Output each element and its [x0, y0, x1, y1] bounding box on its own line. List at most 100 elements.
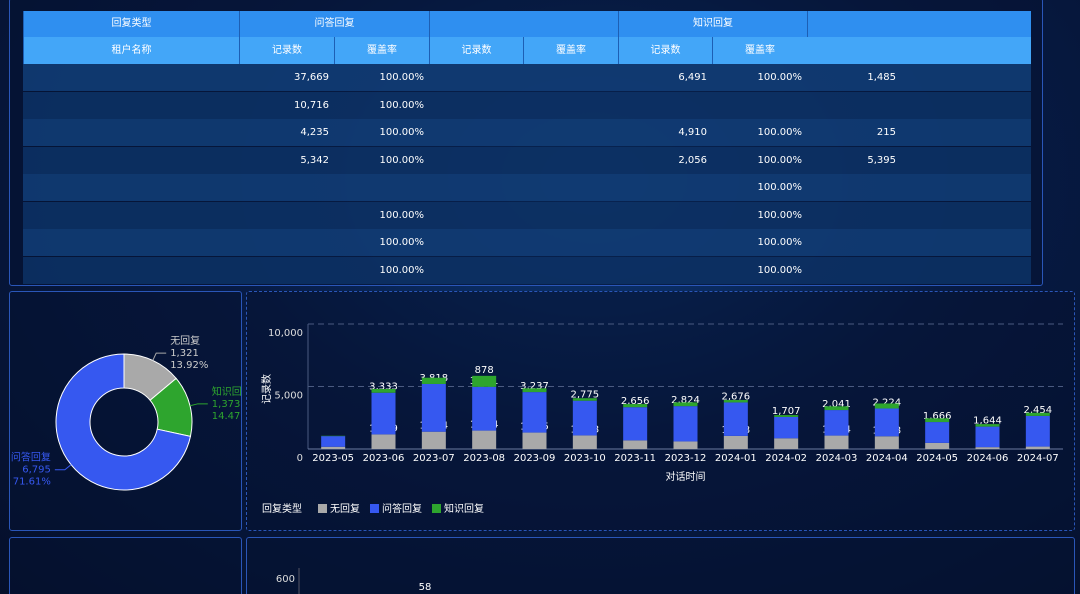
- data-label: 2,656: [621, 396, 650, 407]
- bar-segment: [975, 424, 1000, 427]
- bar-segment: [723, 402, 748, 436]
- bar-segment: [321, 446, 346, 449]
- slice-name: 无回复: [170, 334, 200, 347]
- x-tick-label: 2023-09: [514, 453, 556, 464]
- y-tick-label: 5,000: [274, 391, 303, 402]
- leader-line: [189, 403, 208, 407]
- bar-segment: [371, 388, 396, 393]
- x-tick-label: 2024-04: [866, 453, 908, 464]
- table-cell: 100.00%: [757, 72, 803, 83]
- bar-segment: [673, 406, 698, 442]
- donut-slice: [55, 353, 192, 491]
- bar-segment: [572, 435, 597, 449]
- table-cell: 5,342: [300, 154, 329, 166]
- bar-segment: [723, 399, 748, 403]
- data-label: 878: [475, 365, 494, 376]
- table-row: [23, 91, 1031, 119]
- bar-segment: [673, 402, 698, 407]
- x-tick-label: 2023-07: [413, 453, 455, 464]
- y-tick-label: 0: [297, 453, 303, 464]
- legend-label: 无回复: [330, 502, 360, 515]
- x-tick-label: 2023-06: [363, 453, 405, 464]
- bar-segment: [321, 436, 346, 447]
- slice-percent: 14.47%: [212, 411, 241, 422]
- data-label: 1,666: [923, 411, 952, 422]
- table-row: [23, 201, 1031, 229]
- bar-segment: [925, 418, 950, 423]
- x-tick-label: 2023-11: [614, 453, 656, 464]
- bar-chart: 05,00010,000记录数对话时间2023-051792023-061,16…: [260, 323, 1063, 515]
- x-tick-label: 2024-02: [765, 453, 807, 464]
- table-cell: 100.00%: [379, 154, 425, 166]
- bar-segment: [472, 375, 497, 387]
- bar-segment: [774, 438, 799, 449]
- bar-segment: [774, 415, 799, 417]
- table-cell: 37,669: [294, 72, 329, 83]
- bar-segment: [472, 430, 497, 449]
- slice-percent: 71.61%: [13, 477, 51, 488]
- table-row: [23, 119, 1031, 146]
- table-row: [23, 174, 1031, 201]
- x-tick-label: 2024-07: [1017, 453, 1059, 464]
- bar-segment: [975, 447, 1000, 449]
- table-cell: 100.00%: [379, 99, 425, 111]
- table-cell: 4,235: [300, 127, 329, 138]
- group-header: 知识回复: [618, 11, 807, 37]
- bar-segment: [421, 431, 446, 449]
- column-header: 租户名称: [23, 37, 239, 64]
- bar-segment: [1025, 415, 1050, 447]
- header-row: [23, 11, 1031, 37]
- slice-value: 1,321: [170, 348, 199, 359]
- data-label: 2,041: [822, 399, 851, 410]
- legend-swatch: [432, 504, 441, 513]
- data-label: 2,824: [671, 395, 700, 406]
- x-tick-label: 2023-08: [463, 453, 505, 464]
- table-cell: 100.00%: [757, 209, 803, 221]
- column-header: 记录数: [429, 37, 523, 64]
- table-cell: 100.00%: [757, 182, 803, 193]
- table-panel: 回复类型 问答回复 知识回复 租户名称 记录数 覆盖率 记录数 覆盖率 记录数 覆盖率 37,669…: [9, 0, 1043, 286]
- legend-swatch: [370, 504, 379, 513]
- table-cell: 100.00%: [757, 237, 803, 248]
- table-cell: 100.00%: [379, 264, 425, 276]
- leader-line: [54, 464, 72, 471]
- header-cell: [429, 11, 618, 37]
- x-tick-label: 2024-01: [715, 453, 757, 464]
- bottom-right-panel: 600 58: [246, 537, 1075, 594]
- x-tick-label: 2023-05: [312, 453, 354, 464]
- leader-line: [152, 352, 167, 361]
- bar-segment: [623, 440, 648, 449]
- bar-segment: [623, 404, 648, 408]
- table-cell: 2,056: [678, 154, 707, 166]
- header-cell: [807, 11, 996, 37]
- data-label: 2,224: [873, 397, 902, 408]
- table-cell: 100.00%: [379, 209, 425, 221]
- column-header: 记录数: [239, 37, 334, 64]
- bar-segment: [522, 432, 547, 449]
- table-cell: 100.00%: [757, 264, 803, 276]
- bar-segment: [874, 436, 899, 449]
- slice-value: 6,795: [22, 465, 51, 476]
- data-label: 1,707: [772, 406, 801, 417]
- x-tick-label: 2024-05: [916, 453, 958, 464]
- x-axis-label: 对话时间: [666, 470, 706, 483]
- bar-segment: [824, 410, 849, 436]
- group-header: 回复类型: [23, 11, 239, 37]
- data-label: 2,676: [722, 391, 751, 402]
- slice-percent: 13.92%: [170, 360, 208, 371]
- data-label: 2,775: [571, 390, 600, 401]
- bar-segment: [774, 416, 799, 439]
- bar-segment: [673, 441, 698, 449]
- bar-segment: [925, 442, 950, 449]
- bar-segment: [623, 407, 648, 441]
- bar-segment: [824, 406, 849, 411]
- header-row: [23, 37, 1031, 64]
- slice-name: 问答回复: [11, 451, 51, 464]
- y-axis-label: 记录数: [260, 374, 273, 404]
- legend-swatch: [318, 504, 327, 513]
- bar-segment: [522, 388, 547, 393]
- bar-segment: [572, 398, 597, 401]
